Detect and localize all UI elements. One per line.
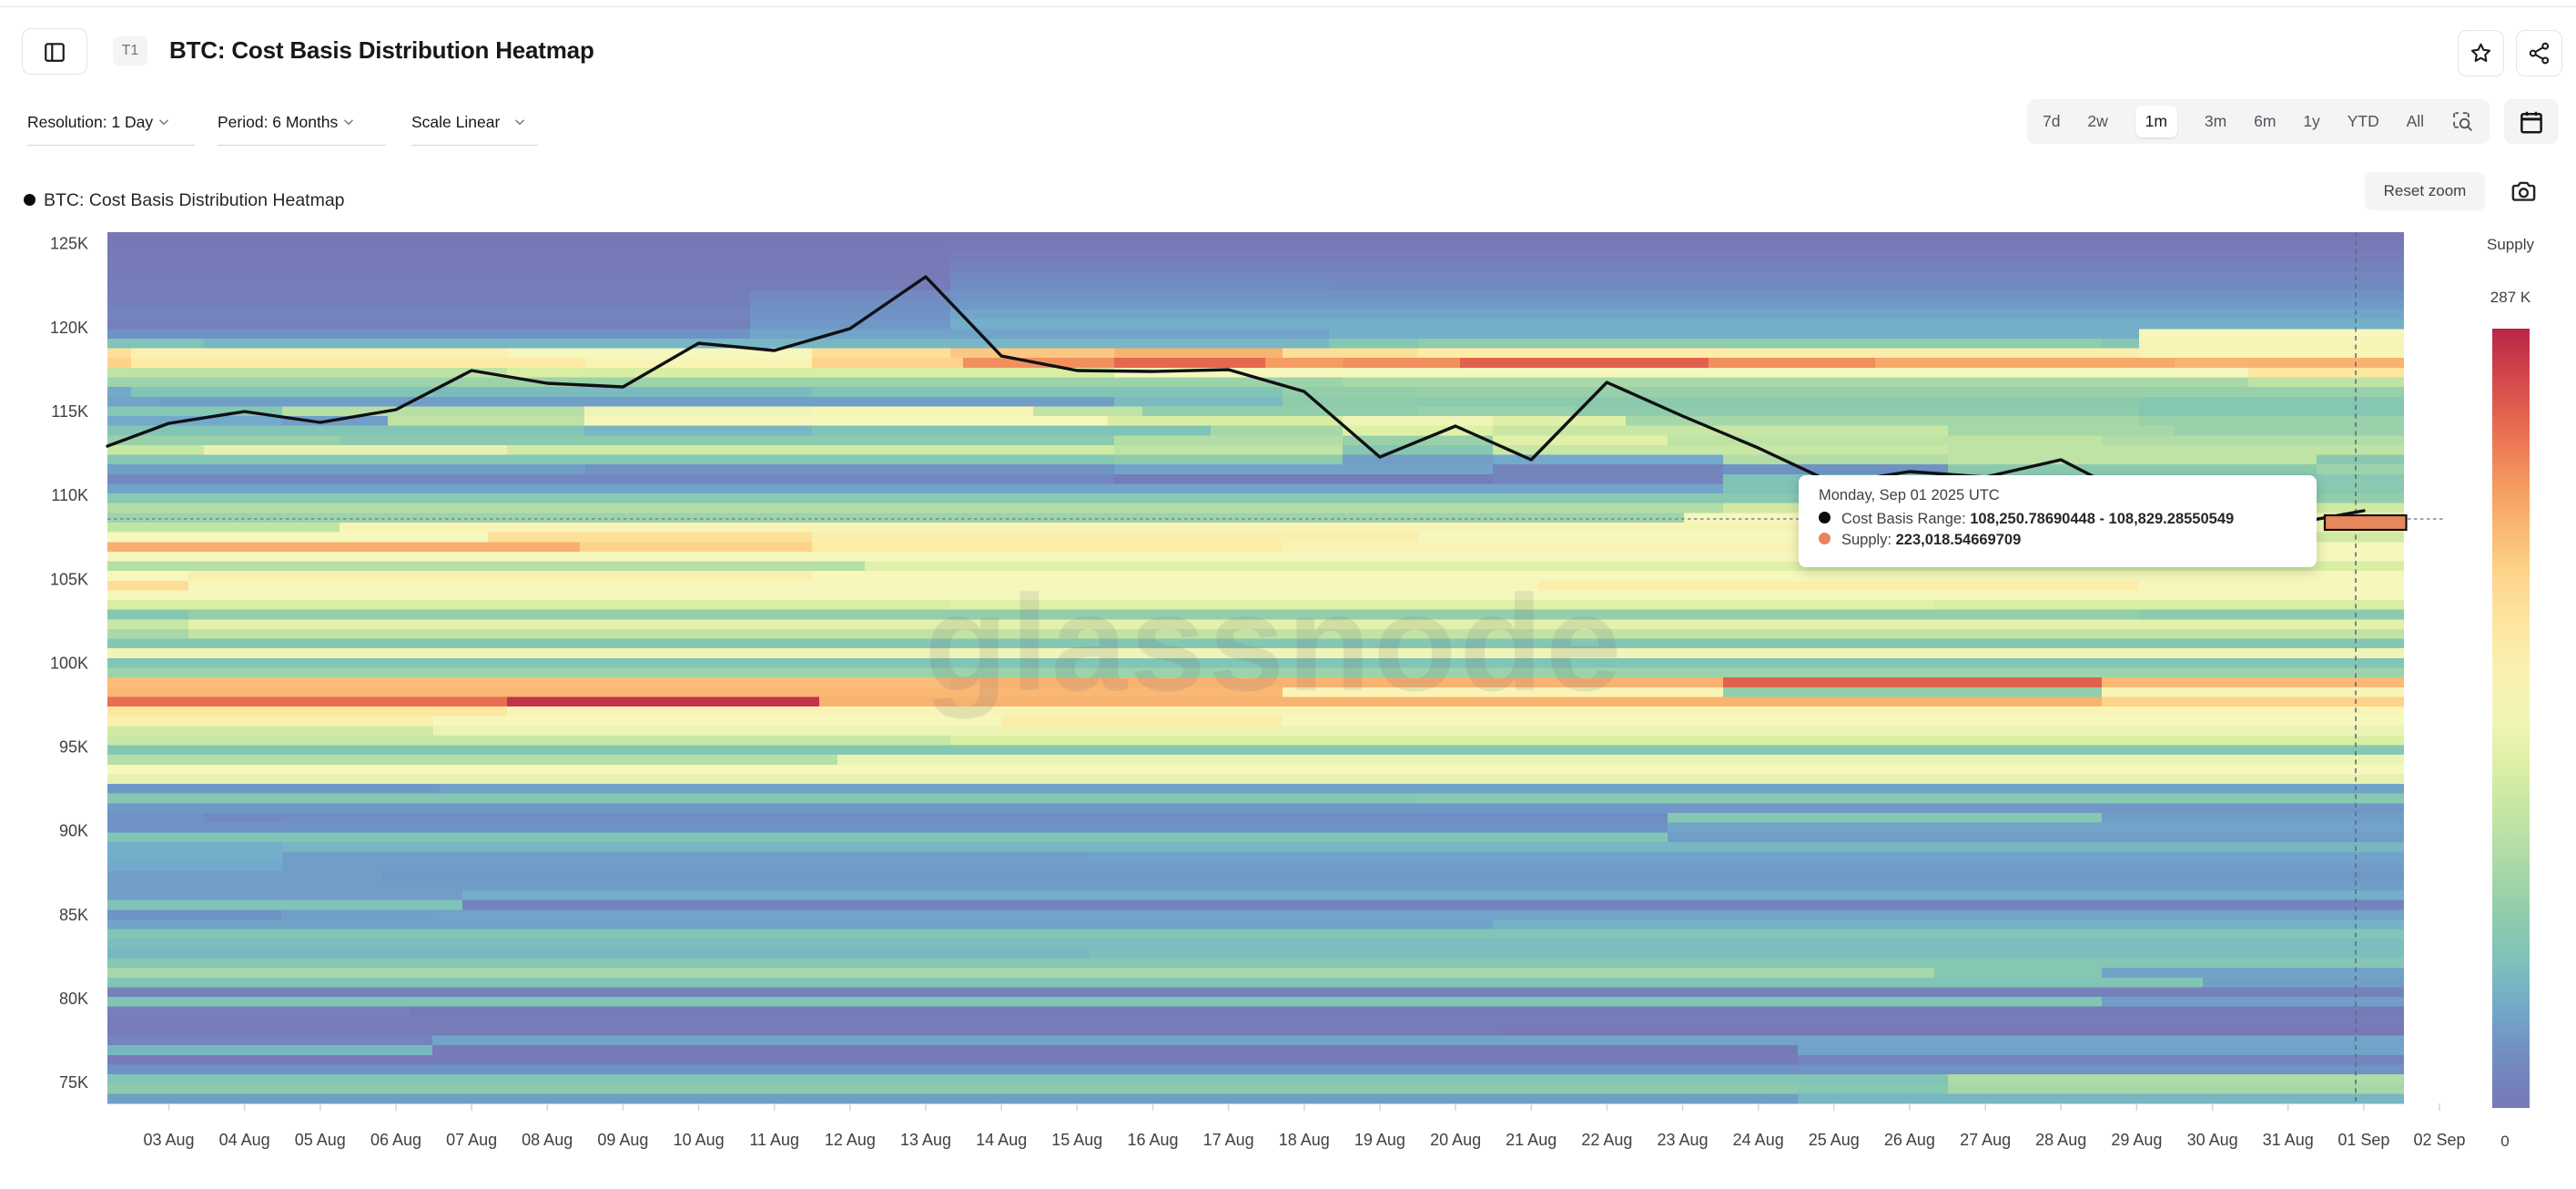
svg-text:10 Aug: 10 Aug bbox=[674, 1131, 725, 1149]
svg-text:85K: 85K bbox=[59, 906, 88, 924]
svg-text:03 Aug: 03 Aug bbox=[143, 1131, 194, 1149]
svg-text:30 Aug: 30 Aug bbox=[2187, 1131, 2238, 1149]
svg-text:15 Aug: 15 Aug bbox=[1051, 1131, 1102, 1149]
svg-text:287 K: 287 K bbox=[2490, 289, 2531, 306]
svg-text:22 Aug: 22 Aug bbox=[1581, 1131, 1632, 1149]
svg-text:06 Aug: 06 Aug bbox=[370, 1131, 421, 1149]
svg-text:18 Aug: 18 Aug bbox=[1279, 1131, 1330, 1149]
svg-text:02 Sep: 02 Sep bbox=[2413, 1131, 2465, 1149]
svg-text:0: 0 bbox=[2500, 1133, 2509, 1150]
svg-text:24 Aug: 24 Aug bbox=[1733, 1131, 1784, 1149]
svg-text:14 Aug: 14 Aug bbox=[976, 1131, 1027, 1149]
svg-text:26 Aug: 26 Aug bbox=[1884, 1131, 1935, 1149]
svg-text:16 Aug: 16 Aug bbox=[1127, 1131, 1178, 1149]
svg-text:07 Aug: 07 Aug bbox=[446, 1131, 497, 1149]
svg-text:08 Aug: 08 Aug bbox=[522, 1131, 573, 1149]
svg-text:125K: 125K bbox=[50, 235, 88, 253]
svg-text:31 Aug: 31 Aug bbox=[2263, 1131, 2314, 1149]
svg-text:04 Aug: 04 Aug bbox=[219, 1131, 270, 1149]
svg-text:28 Aug: 28 Aug bbox=[2035, 1131, 2086, 1149]
svg-text:Supply: Supply bbox=[2487, 236, 2534, 253]
svg-text:120K: 120K bbox=[50, 319, 88, 337]
svg-text:27 Aug: 27 Aug bbox=[1960, 1131, 2011, 1149]
svg-text:75K: 75K bbox=[59, 1073, 88, 1092]
svg-text:glassnode: glassnode bbox=[925, 566, 1625, 719]
svg-text:25 Aug: 25 Aug bbox=[1809, 1131, 1860, 1149]
svg-text:01 Sep: 01 Sep bbox=[2338, 1131, 2389, 1149]
svg-text:105K: 105K bbox=[50, 570, 88, 588]
svg-text:115K: 115K bbox=[51, 402, 88, 421]
svg-text:80K: 80K bbox=[59, 990, 88, 1008]
svg-text:20 Aug: 20 Aug bbox=[1430, 1131, 1481, 1149]
svg-text:29 Aug: 29 Aug bbox=[2111, 1131, 2162, 1149]
svg-text:13 Aug: 13 Aug bbox=[900, 1131, 951, 1149]
svg-text:110K: 110K bbox=[51, 486, 88, 504]
svg-text:09 Aug: 09 Aug bbox=[597, 1131, 648, 1149]
svg-text:95K: 95K bbox=[59, 738, 88, 757]
svg-text:19 Aug: 19 Aug bbox=[1354, 1131, 1405, 1149]
svg-text:17 Aug: 17 Aug bbox=[1203, 1131, 1254, 1149]
svg-text:100K: 100K bbox=[50, 654, 88, 672]
svg-text:11 Aug: 11 Aug bbox=[749, 1131, 799, 1149]
svg-text:21 Aug: 21 Aug bbox=[1506, 1131, 1557, 1149]
svg-text:12 Aug: 12 Aug bbox=[825, 1131, 876, 1149]
svg-text:05 Aug: 05 Aug bbox=[295, 1131, 346, 1149]
svg-text:23 Aug: 23 Aug bbox=[1657, 1131, 1708, 1149]
svg-text:90K: 90K bbox=[59, 822, 88, 840]
